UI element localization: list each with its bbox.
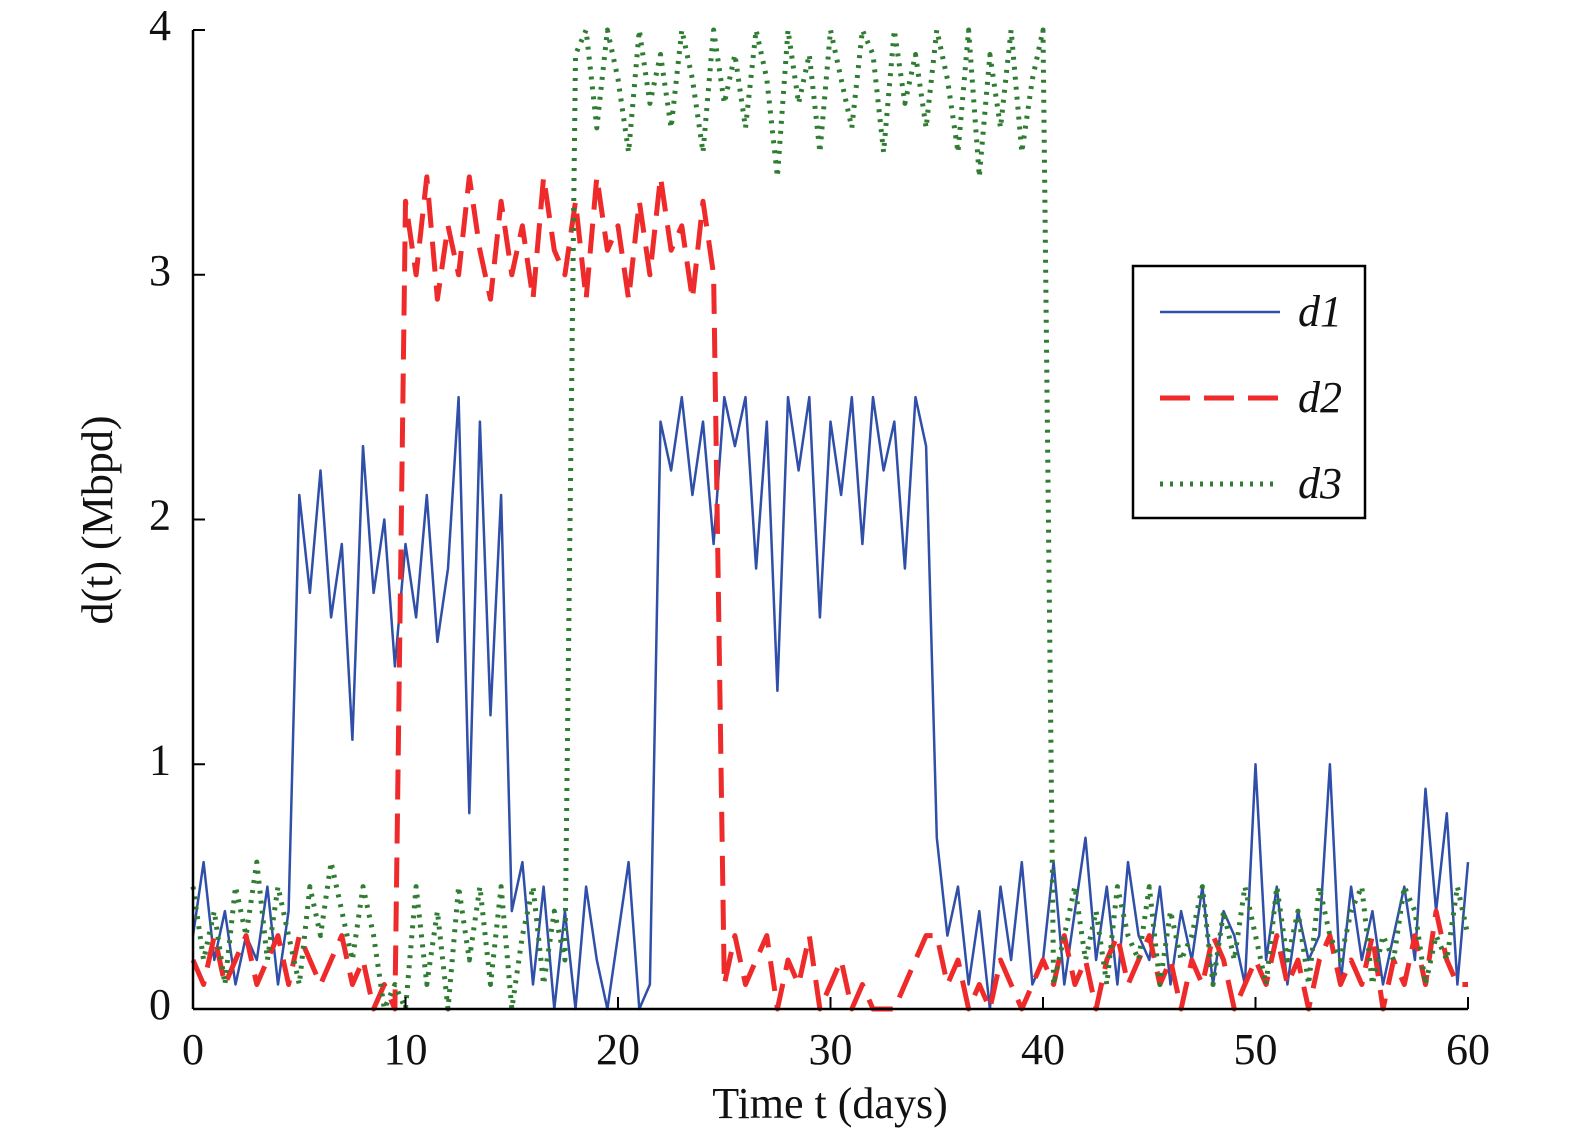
y-tick-label: 1 <box>149 735 171 784</box>
y-tick-label: 4 <box>149 1 171 50</box>
x-tick-label: 30 <box>809 1025 853 1074</box>
y-tick-label: 0 <box>149 980 171 1029</box>
legend-label: d1 <box>1298 287 1342 336</box>
x-tick-label: 20 <box>596 1025 640 1074</box>
series-line <box>190 174 1468 1012</box>
x-tick-label: 40 <box>1021 1025 1065 1074</box>
legend-box <box>1131 264 1367 520</box>
x-tick-label: 60 <box>1446 1025 1490 1074</box>
x-tick-label: 50 <box>1234 1025 1278 1074</box>
y-tick-label: 2 <box>149 491 171 540</box>
plot-area <box>190 27 1471 1012</box>
legend-label: d3 <box>1298 459 1342 508</box>
legend-label: d2 <box>1298 373 1342 422</box>
series-line <box>191 395 1470 1011</box>
y-tick-label: 3 <box>149 246 171 295</box>
x-tick-label: 10 <box>384 1025 428 1074</box>
x-tick-label: 0 <box>182 1025 204 1074</box>
y-axis-label: d(t) (Mbpd) <box>73 416 122 625</box>
x-axis-label: Time t (days) <box>712 1079 948 1128</box>
